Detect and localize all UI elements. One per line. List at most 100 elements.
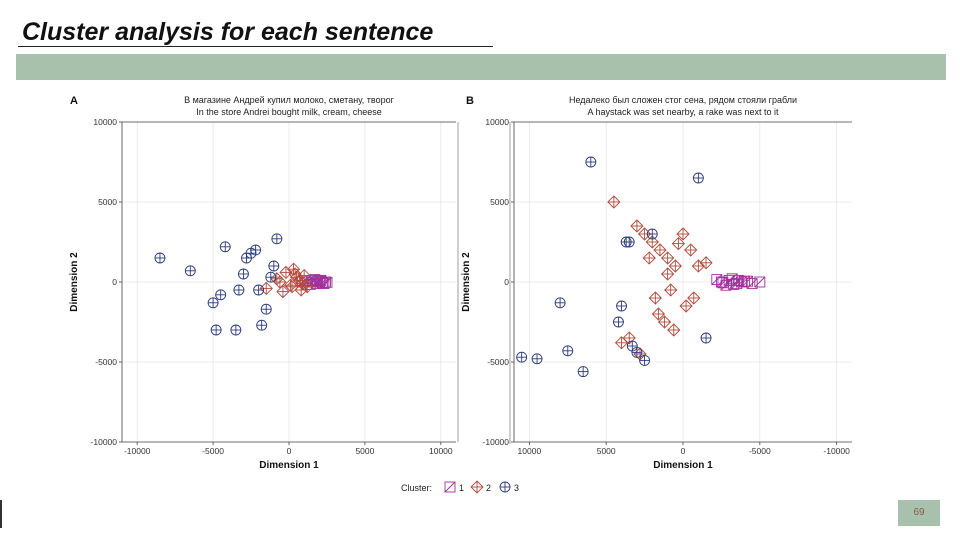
point-cluster-3 [562,345,574,357]
point-cluster-1 [711,274,723,286]
point-cluster-2 [283,278,298,292]
point-cluster-3 [531,353,543,365]
point-cluster-2 [699,256,713,270]
marker-diag [739,275,750,287]
point-cluster-2 [630,219,644,233]
point-cluster-2 [684,243,698,257]
point-cluster-3 [620,236,632,248]
x-tick-label: 10000 [429,446,453,456]
x-tick-label: -5000 [202,446,224,456]
marker-square [312,275,324,287]
marker-square [717,277,729,289]
point-cluster-2 [288,267,302,281]
y-tick-label: 0 [112,277,117,287]
y-tick-label: 5000 [98,197,117,207]
marker-diag [717,277,729,289]
point-cluster-1 [717,277,729,289]
point-cluster-3 [265,271,277,283]
panel-title: В магазине Андрей купил молоко, сметану,… [184,95,394,105]
legend-key-2 [470,480,484,494]
cluster-legend: Cluster: 1 2 3 [401,480,519,494]
point-cluster-2 [671,236,686,251]
point-cluster-2 [642,251,656,265]
point-cluster-2 [294,283,308,297]
left-edge-marker [0,500,2,528]
point-cluster-1 [754,276,766,288]
point-cluster-3 [626,340,638,352]
point-cluster-2 [614,336,629,350]
x-axis-label: Dimension 1 [259,460,319,471]
point-cluster-2 [276,284,290,299]
point-cluster-2 [657,315,672,329]
chart-panel-b: B Недалеко был сложен стог сена, рядом ст… [461,95,852,471]
point-cluster-1 [728,278,740,290]
y-tick-label: 10000 [485,117,509,127]
point-cluster-2 [660,251,675,265]
point-cluster-3 [250,244,262,256]
x-axis-label: Dimension 1 [653,460,713,471]
point-cluster-3 [253,284,265,296]
point-cluster-3 [219,241,231,253]
x-tick-label: -5000 [749,446,771,456]
marker-diag [728,279,740,290]
point-cluster-2 [296,276,310,291]
point-cluster-3 [210,324,222,336]
point-cluster-1 [318,278,330,290]
legend-label-1: 1 [459,483,464,493]
point-cluster-3 [256,319,268,331]
legend-title: Cluster: [401,483,432,493]
point-cluster-2 [687,291,701,305]
point-cluster-2 [273,275,287,289]
point-cluster-3 [613,316,624,328]
legend-label-2: 2 [486,483,491,493]
y-tick-label: -10000 [91,437,118,447]
y-axis-label: Dimension 2 [69,252,80,312]
marker-diag [754,276,766,288]
x-tick-label: 5000 [597,446,616,456]
point-cluster-2 [676,227,690,241]
marker-diag [318,278,330,289]
point-cluster-3 [154,252,166,264]
point-cluster-3 [260,303,272,315]
x-tick-label: 5000 [355,446,374,456]
point-cluster-3 [207,297,219,309]
point-cluster-3 [616,300,627,312]
point-cluster-2 [279,265,293,280]
point-cluster-2 [648,291,662,305]
x-tick-label: 0 [681,446,686,456]
point-cluster-2 [679,299,693,313]
y-tick-label: 10000 [93,117,117,127]
marker-square [444,481,456,493]
panel-subtitle: In the store Andrei bought milk, cream, … [196,107,382,117]
point-cluster-2 [668,259,682,273]
point-cluster-3 [271,233,283,245]
slide-title: Cluster analysis for each sentence [22,18,434,46]
point-cluster-3 [268,260,280,272]
legend-key-1 [444,481,456,493]
marker-diag [742,275,753,287]
point-cluster-3 [215,289,227,301]
marker-square [321,276,333,288]
point-cluster-2 [660,267,675,281]
point-cluster-2 [667,323,681,337]
point-cluster-2 [691,259,706,273]
point-cluster-3 [585,156,597,168]
x-tick-label: -10000 [124,446,151,456]
marker-diag [711,274,723,285]
y-tick-label: -10000 [483,437,510,447]
marker-square [711,274,723,286]
panel-letter: B [466,95,474,107]
panel-letter: A [70,95,78,107]
marker-square [318,278,330,290]
point-cluster-3 [700,332,712,344]
point-cluster-3 [230,324,242,336]
page-number: 69 [898,500,940,526]
point-cluster-3 [577,366,589,378]
x-tick-label: -10000 [823,446,850,456]
marker-square [754,276,766,288]
panel-title: Недалеко был сложен стог сена, рядом сто… [569,95,797,105]
point-cluster-3 [233,284,245,296]
point-cluster-3 [238,268,249,280]
point-cluster-3 [646,228,658,240]
y-tick-label: -5000 [487,357,509,367]
